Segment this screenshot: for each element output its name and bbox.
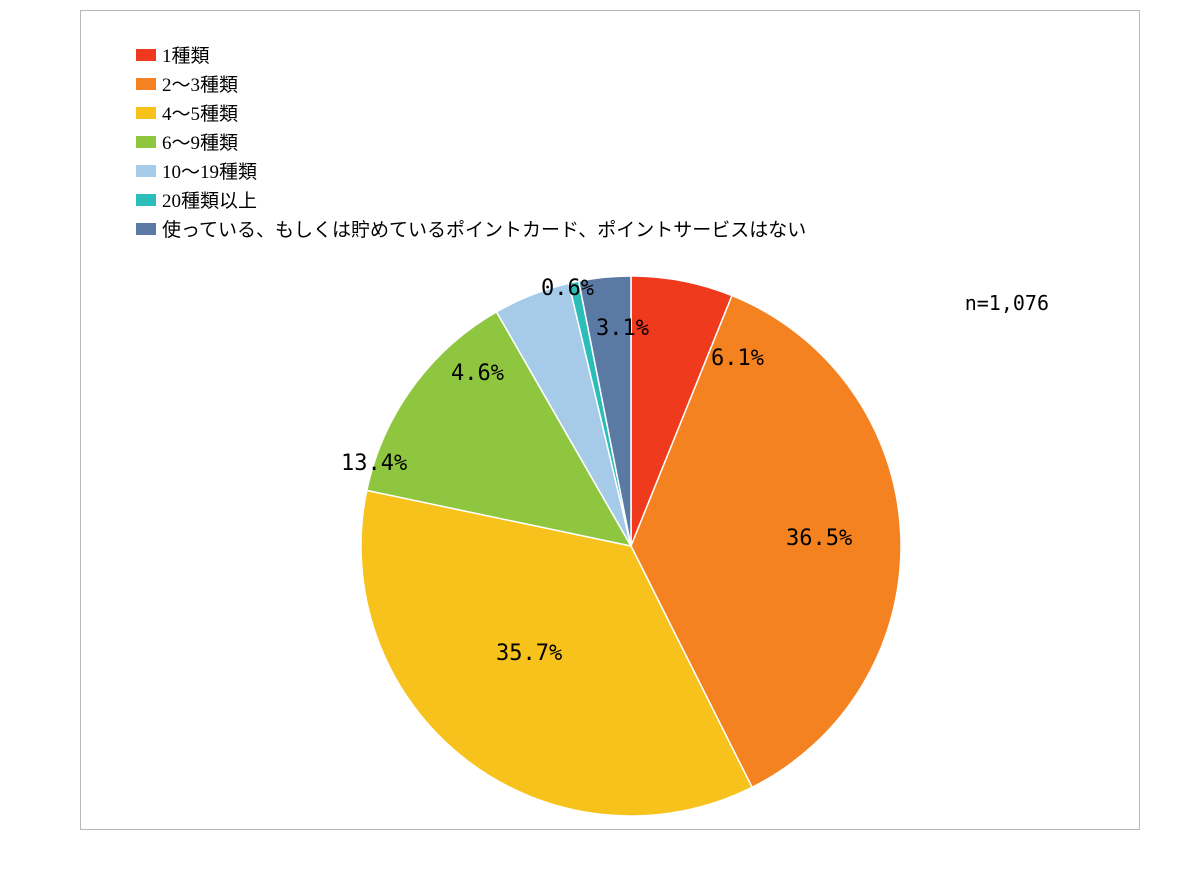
legend-swatch bbox=[136, 223, 156, 235]
pie-chart: 6.1%36.5%35.7%13.4%4.6%0.6%3.1% bbox=[351, 266, 911, 826]
chart-plot-area: 1種類2〜3種類4〜5種類6〜9種類10〜19種類20種類以上使っている、もしく… bbox=[80, 10, 1140, 830]
legend-swatch bbox=[136, 78, 156, 90]
legend-swatch bbox=[136, 136, 156, 148]
legend-item: 2〜3種類 bbox=[136, 70, 806, 97]
legend-label: 20種類以上 bbox=[162, 186, 257, 213]
legend-item: 6〜9種類 bbox=[136, 128, 806, 155]
legend-label: 2〜3種類 bbox=[162, 70, 238, 97]
legend: 1種類2〜3種類4〜5種類6〜9種類10〜19種類20種類以上使っている、もしく… bbox=[136, 41, 806, 244]
legend-item: 1種類 bbox=[136, 41, 806, 68]
slice-percent-label: 3.1% bbox=[596, 316, 649, 341]
legend-label: 4〜5種類 bbox=[162, 99, 238, 126]
legend-item: 使っている、もしくは貯めているポイントカード、ポイントサービスはない bbox=[136, 215, 806, 242]
legend-label: 1種類 bbox=[162, 41, 210, 68]
legend-swatch bbox=[136, 194, 156, 206]
legend-item: 4〜5種類 bbox=[136, 99, 806, 126]
slice-percent-label: 6.1% bbox=[711, 346, 764, 371]
slice-percent-label: 0.6% bbox=[541, 276, 594, 301]
slice-percent-label: 36.5% bbox=[786, 526, 852, 551]
chart-frame: 1種類2〜3種類4〜5種類6〜9種類10〜19種類20種類以上使っている、もしく… bbox=[0, 0, 1200, 870]
legend-swatch bbox=[136, 49, 156, 61]
slice-percent-label: 13.4% bbox=[341, 451, 407, 476]
legend-swatch bbox=[136, 107, 156, 119]
sample-size-label: n=1,076 bbox=[965, 291, 1049, 315]
legend-item: 20種類以上 bbox=[136, 186, 806, 213]
legend-swatch bbox=[136, 165, 156, 177]
legend-label: 10〜19種類 bbox=[162, 157, 257, 184]
slice-percent-label: 4.6% bbox=[451, 361, 504, 386]
legend-label: 使っている、もしくは貯めているポイントカード、ポイントサービスはない bbox=[162, 215, 806, 242]
slice-percent-label: 35.7% bbox=[496, 641, 562, 666]
legend-label: 6〜9種類 bbox=[162, 128, 238, 155]
legend-item: 10〜19種類 bbox=[136, 157, 806, 184]
